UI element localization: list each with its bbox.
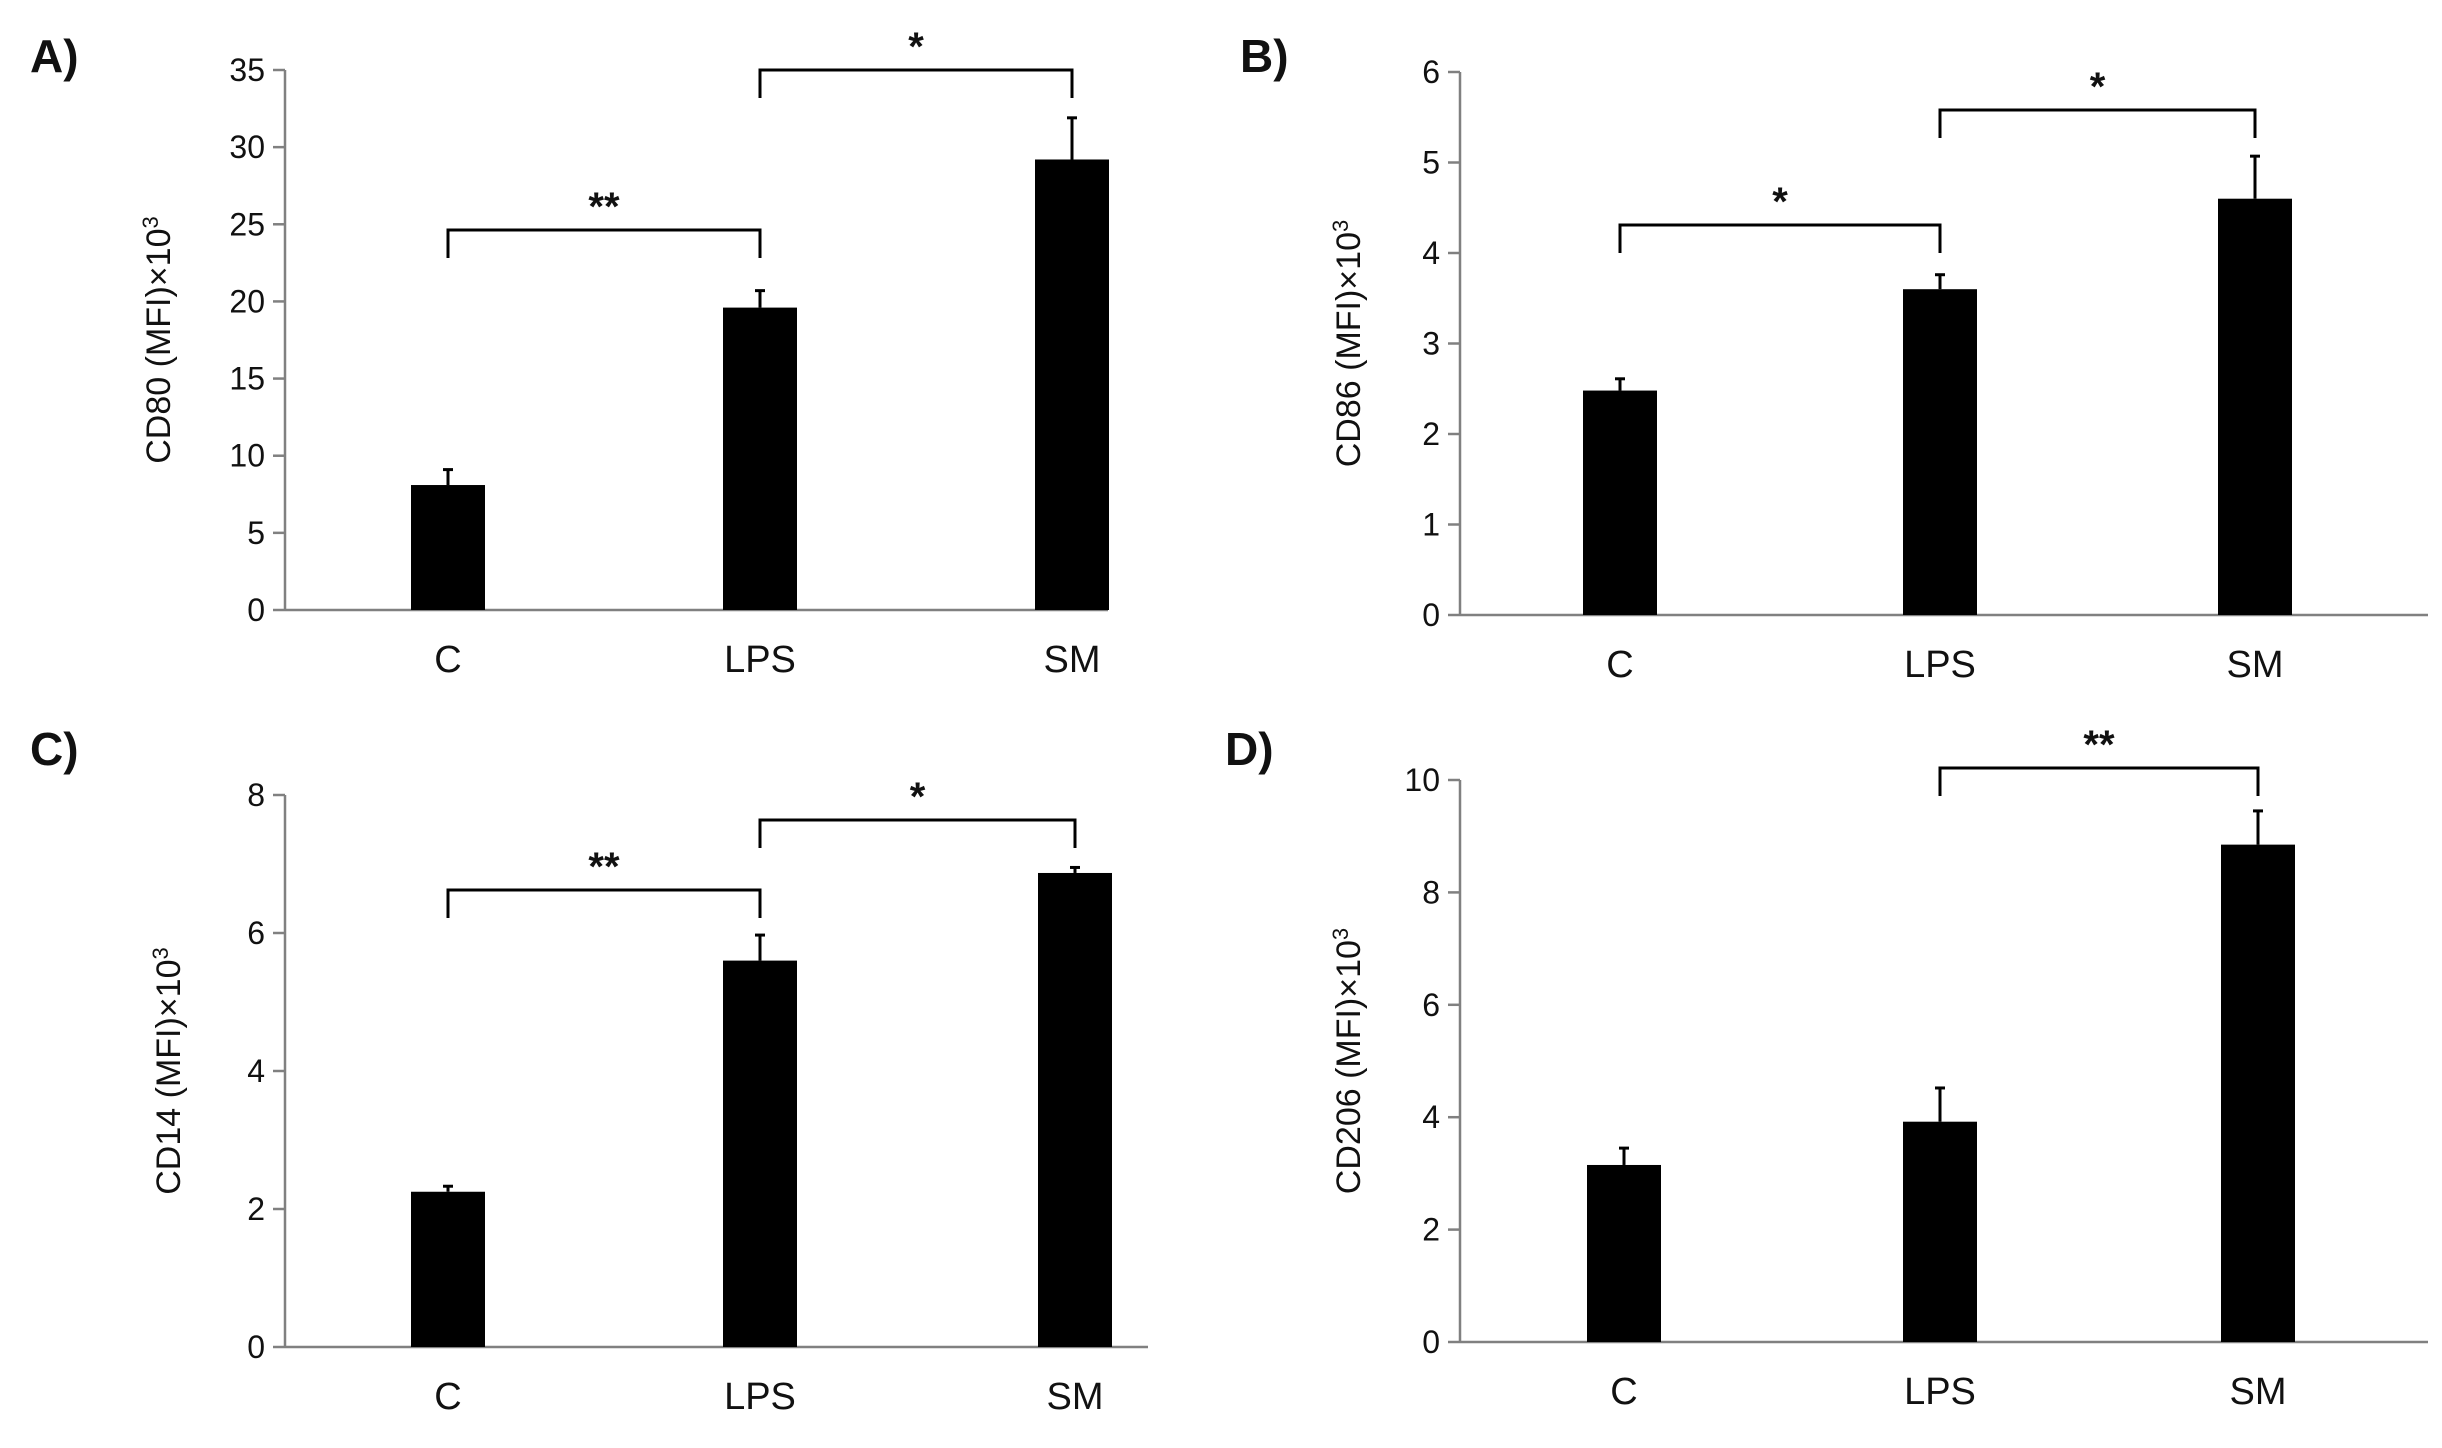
significance-marker: ** [588, 845, 620, 889]
bar-sm [1035, 159, 1109, 610]
significance-marker: ** [2083, 723, 2115, 767]
y-tick-label: 10 [1404, 762, 1440, 798]
bar-c [411, 485, 485, 610]
y-axis-label-superscript: 3 [1328, 220, 1353, 232]
bar-lps [723, 960, 797, 1347]
significance-marker: * [2090, 65, 2106, 109]
bar-c [1587, 1164, 1661, 1342]
x-category-label: LPS [724, 1376, 796, 1418]
y-tick-label: 2 [1422, 416, 1440, 452]
significance-bracket [446, 888, 762, 918]
x-category-label: C [434, 639, 461, 681]
y-axis-label-main: CD206 (MFI)×10 [1330, 940, 1368, 1194]
y-axis-label: CD14 (MFI)×103 [148, 947, 188, 1194]
y-tick-label: 4 [1422, 235, 1440, 271]
y-tick-label: 35 [229, 52, 265, 88]
significance-marker: * [908, 25, 924, 69]
x-category-label: SM [2227, 644, 2284, 686]
x-category-label: C [1606, 644, 1633, 686]
bar-lps [1903, 289, 1977, 615]
y-axis-label-superscript: 3 [1328, 928, 1353, 940]
bar-sm [2218, 198, 2292, 615]
y-tick-label: 0 [247, 1329, 265, 1365]
significance-bracket [1938, 108, 2257, 138]
x-category-label: SM [2230, 1371, 2287, 1413]
y-axis-label-superscript: 3 [148, 947, 173, 959]
y-tick-label: 0 [247, 592, 265, 628]
y-tick-label: 5 [1422, 145, 1440, 181]
significance-bracket [758, 818, 1077, 848]
panel-label: D) [1225, 723, 1274, 775]
y-tick-label: 30 [229, 129, 265, 165]
panel-label: A) [30, 30, 79, 82]
x-category-label: SM [1047, 1376, 1104, 1418]
significance-marker: * [1772, 180, 1788, 224]
y-tick-label: 3 [1422, 326, 1440, 362]
x-category-label: LPS [1904, 1371, 1976, 1413]
y-axis-label: CD206 (MFI)×103 [1328, 928, 1368, 1194]
x-category-label: LPS [724, 639, 796, 681]
y-tick-label: 1 [1422, 507, 1440, 543]
y-tick-label: 6 [247, 915, 265, 951]
y-tick-label: 6 [1422, 987, 1440, 1023]
bar-lps [1903, 1121, 1977, 1342]
y-tick-label: 5 [247, 515, 265, 551]
y-tick-label: 10 [229, 438, 265, 474]
panel-d-cd206: D) 0 2 4 6 8 10 CD206 (MFI)×103 C LPS SM ** [1225, 723, 2428, 1413]
x-category-label: LPS [1904, 644, 1976, 686]
y-axis-label-superscript: 3 [138, 216, 163, 228]
y-tick-label: 8 [1422, 874, 1440, 910]
significance-bracket [758, 68, 1074, 98]
x-category-label: C [434, 1376, 461, 1418]
bar-c [1583, 390, 1657, 615]
significance-marker: ** [588, 185, 620, 229]
y-tick-label: 0 [1422, 597, 1440, 633]
y-tick-label: 6 [1422, 54, 1440, 90]
y-axis-label-main: CD86 (MFI)×10 [1330, 232, 1368, 467]
y-tick-label: 2 [247, 1191, 265, 1227]
y-tick-label: 4 [247, 1053, 265, 1089]
panel-label: C) [30, 723, 79, 775]
bar-sm [2221, 844, 2295, 1342]
y-tick-label: 20 [229, 283, 265, 319]
x-category-label: SM [1044, 639, 1101, 681]
y-tick-label: 4 [1422, 1099, 1440, 1135]
bar-lps [723, 307, 797, 610]
bar-sm [1038, 872, 1112, 1347]
y-tick-label: 8 [247, 777, 265, 813]
y-tick-label: 2 [1422, 1212, 1440, 1248]
significance-bracket [446, 228, 762, 258]
y-axis-label-main: CD14 (MFI)×10 [150, 960, 188, 1195]
panel-label: B) [1240, 30, 1289, 82]
y-tick-label: 25 [229, 206, 265, 242]
y-tick-label: 0 [1422, 1324, 1440, 1360]
y-axis-label: CD80 (MFI)×103 [138, 216, 178, 463]
x-category-label: C [1610, 1371, 1637, 1413]
y-axis-label-main: CD80 (MFI)×10 [140, 229, 178, 464]
significance-bracket [1618, 223, 1942, 253]
y-axis-label: CD86 (MFI)×103 [1328, 220, 1368, 467]
significance-bracket [1938, 766, 2260, 796]
significance-marker: * [910, 775, 926, 819]
bar-c [411, 1191, 485, 1347]
y-tick-label: 15 [229, 361, 265, 397]
